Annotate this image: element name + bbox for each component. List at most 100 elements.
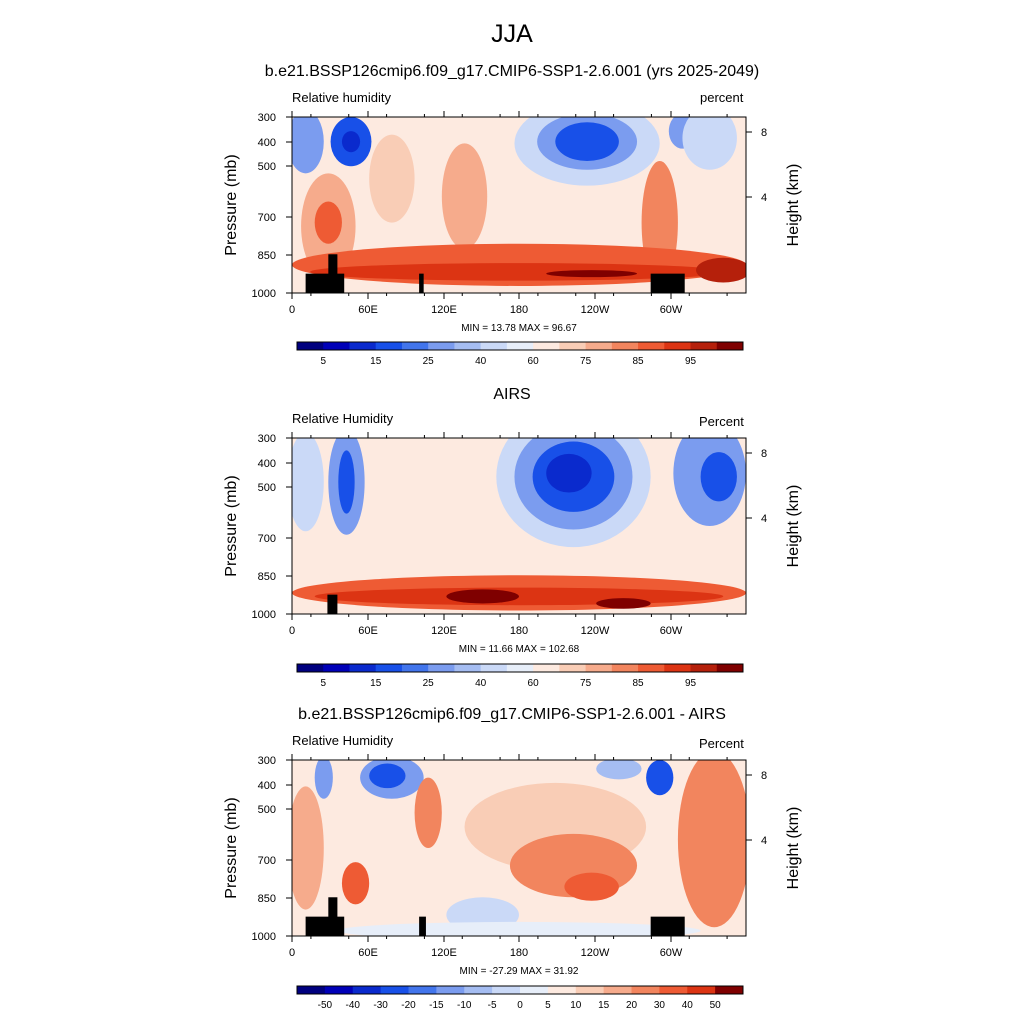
y2-axis-label: Height (km): [785, 164, 802, 247]
colorbar-swatch: [349, 342, 377, 350]
colorbar-tick-label: -5: [488, 1000, 497, 1011]
colorbar-swatch: [480, 664, 508, 672]
panel-3-right-label: Percent: [699, 736, 744, 751]
y-tick-label: 700: [258, 855, 276, 867]
colorbar-swatch: [603, 986, 632, 994]
colorbar-swatch: [401, 664, 429, 672]
field-contour: [314, 760, 333, 799]
colorbar-tick-label: 60: [528, 678, 540, 689]
y-tick-label: 1000: [252, 288, 276, 300]
panel-1-plot: 0 60E 120E 180 120W 60W 300 400 500 700 850 1000 8 4 P…: [223, 111, 802, 367]
colorbar-swatch: [375, 664, 403, 672]
field-contour: [369, 134, 415, 223]
y-tick-label: 850: [258, 571, 276, 583]
colorbar-tick-label: -15: [429, 1000, 444, 1011]
field-contour: [446, 589, 519, 604]
colorbar-frame: [296, 663, 744, 673]
y-tick-label: 1000: [252, 931, 276, 943]
colorbar-tick-label: -10: [457, 1000, 472, 1011]
colorbar-tick-label: 40: [682, 1000, 694, 1011]
x-tick-label: 120W: [581, 947, 610, 959]
terrain-mask: [305, 273, 345, 293]
colorbar-tick-label: 15: [370, 678, 382, 689]
y2-tick-label: 4: [761, 835, 767, 847]
y-tick-label: 850: [258, 893, 276, 905]
colorbar-swatch: [380, 986, 409, 994]
x-tick-label: 60E: [358, 304, 378, 316]
colorbar-tick-label: 85: [632, 356, 644, 367]
colorbar-tick-label: 40: [475, 356, 487, 367]
figure-title: JJA: [491, 20, 533, 48]
colorbar-swatch: [664, 664, 692, 672]
field-contour: [700, 452, 737, 502]
colorbar-swatch: [323, 342, 350, 350]
x-tick-label: 180: [510, 625, 528, 637]
field-contour: [555, 122, 619, 161]
y-tick-label: 400: [258, 780, 276, 792]
colorbar-swatch: [454, 664, 482, 672]
terrain-mask: [650, 273, 685, 293]
colorbar-tick-label: 40: [475, 678, 487, 689]
field-contour: [646, 760, 674, 796]
y-tick-label: 500: [258, 161, 276, 173]
colorbar-swatch: [324, 986, 354, 994]
colorbar-swatch: [559, 664, 587, 672]
colorbar-tick-label: 50: [710, 1000, 722, 1011]
terrain-mask: [650, 916, 685, 936]
x-tick-label: 0: [289, 304, 295, 316]
field-contour: [337, 921, 701, 936]
colorbar-swatch: [585, 342, 613, 350]
y-axis-label: Pressure (mb): [223, 797, 240, 898]
terrain-mask: [328, 254, 338, 293]
colorbar-swatch: [659, 986, 688, 994]
x-tick-label: 60W: [660, 625, 683, 637]
colorbar-tick-label: 95: [685, 678, 697, 689]
colorbar-swatch: [428, 342, 455, 350]
y-tick-label: 500: [258, 482, 276, 494]
colorbar-swatch: [585, 664, 613, 672]
panel-2-left-label: Relative Humidity: [292, 411, 394, 426]
colorbar-swatch: [464, 986, 493, 994]
field-contour: [696, 257, 746, 283]
y2-axis-label: Height (km): [785, 485, 802, 568]
colorbar-swatch: [638, 342, 665, 350]
field-contour: [292, 117, 324, 174]
colorbar-swatch: [428, 664, 455, 672]
colorbar: -50 -40 -30 -20 -15 -10 -5 0 5 10 15 20 30 40 50: [296, 985, 744, 1011]
y2-tick-label: 8: [761, 127, 767, 139]
field-contour: [369, 763, 406, 789]
y2-tick-label: 8: [761, 770, 767, 782]
field-contour: [596, 760, 642, 780]
field-contour: [314, 587, 724, 606]
colorbar-swatch: [533, 342, 560, 350]
colorbar-tick-label: 5: [545, 1000, 551, 1011]
panel-1-right-label: percent: [700, 90, 744, 105]
colorbar-swatch: [690, 342, 718, 350]
colorbar-swatch: [436, 986, 465, 994]
min-max-stats: MIN = -27.29 MAX = 31.92: [460, 966, 579, 977]
field-contour: [341, 862, 370, 905]
colorbar-tick-label: 15: [598, 1000, 610, 1011]
colorbar-swatch: [352, 986, 382, 994]
x-tick-label: 120E: [431, 625, 457, 637]
field-contour: [292, 438, 324, 532]
field-contour: [414, 777, 442, 848]
panel-3-plot: 0 60E 120E 180 120W 60W300400500700850100084P…: [223, 754, 802, 1011]
field-contour: [314, 201, 342, 244]
colorbar-swatch: [638, 664, 665, 672]
colorbar-swatch: [716, 664, 744, 672]
panel-1-title: b.e21.BSSP126cmip6.f09_g17.CMIP6-SSP1-2.…: [264, 63, 760, 80]
colorbar-tick-label: -50: [318, 1000, 333, 1011]
colorbar-tick-label: 85: [632, 678, 644, 689]
y-tick-label: 700: [258, 212, 276, 224]
field-contour: [677, 760, 746, 928]
colorbar-swatch: [559, 342, 587, 350]
y2-tick-label: 8: [761, 448, 767, 460]
x-tick-label: 0: [289, 625, 295, 637]
colorbar-swatch: [611, 342, 639, 350]
colorbar-swatch: [323, 664, 350, 672]
y-axis-label: Pressure (mb): [223, 154, 240, 255]
colorbar-tick-label: -20: [401, 1000, 416, 1011]
y-tick-label: 700: [258, 533, 276, 545]
field-contour: [682, 117, 737, 170]
